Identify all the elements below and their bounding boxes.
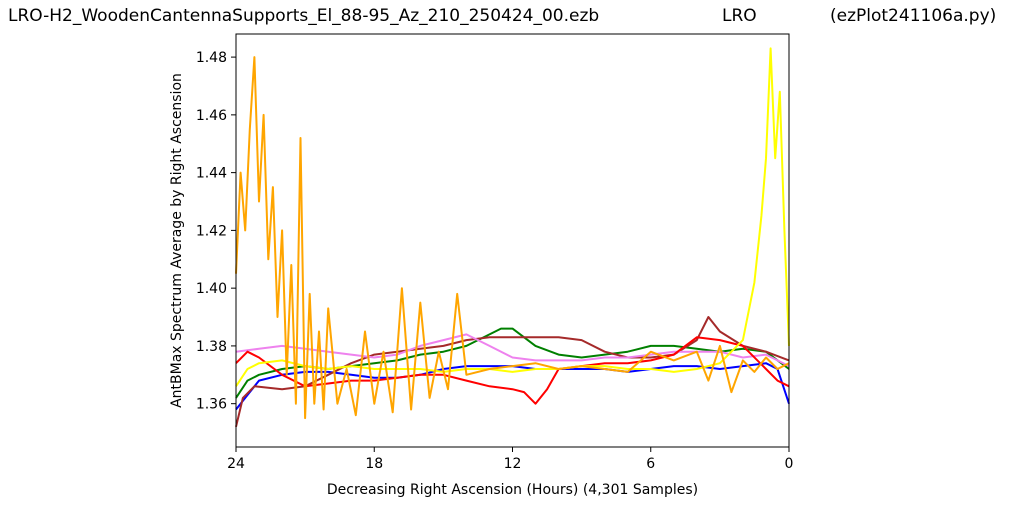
y-axis-label: AntBMax Spectrum Average by Right Ascens… xyxy=(169,73,185,408)
file-name-title: LRO-H2_WoodenCantennaSupports_El_88-95_A… xyxy=(8,6,600,26)
y-tick-label: 1.44 xyxy=(196,166,227,182)
site-title: LRO xyxy=(722,6,757,26)
series-line-5 xyxy=(235,336,790,405)
series-line-1 xyxy=(235,362,790,411)
x-axis-label: Decreasing Right Ascension (Hours) (4,30… xyxy=(327,482,698,498)
x-tick-label: 0 xyxy=(785,456,794,472)
y-tick-label: 1.42 xyxy=(196,223,227,239)
series-line-7 xyxy=(235,56,790,420)
y-tick-label: 1.40 xyxy=(196,281,227,297)
x-tick-label: 6 xyxy=(646,456,655,472)
x-tick-label: 18 xyxy=(365,456,383,472)
y-tick-label: 1.48 xyxy=(196,50,227,66)
x-tick-label: 24 xyxy=(227,456,245,472)
x-tick-label: 12 xyxy=(504,456,522,472)
series-layer xyxy=(235,47,790,428)
ticks-layer: 24 18 12 6 0 1.36 1.38 1.40 1.42 1.44 1.46 1.48 xyxy=(196,50,794,472)
y-tick-label: 1.38 xyxy=(196,339,227,355)
y-tick-label: 1.46 xyxy=(196,108,227,124)
script-title: (ezPlot241106a.py) xyxy=(830,6,997,26)
y-tick-label: 1.36 xyxy=(196,397,227,413)
